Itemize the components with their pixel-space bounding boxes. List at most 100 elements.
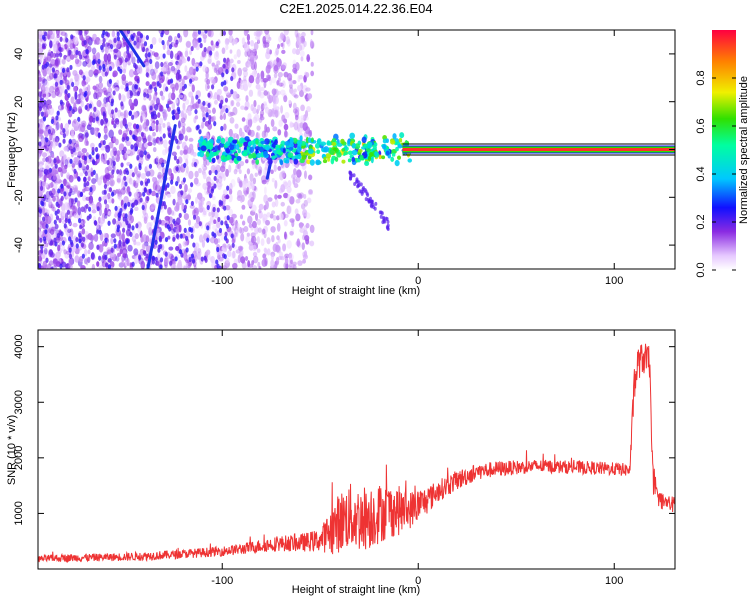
heatmap-cell <box>254 35 261 40</box>
heatmap-cell <box>167 207 172 215</box>
heatmap-cell <box>124 123 128 129</box>
heatmap-cell <box>43 194 47 200</box>
heatmap-cell <box>67 228 72 234</box>
heatmap-cell <box>143 186 147 193</box>
heatmap-cell <box>144 52 148 58</box>
heatmap-cell <box>264 30 270 35</box>
heatmap-cell <box>171 228 176 234</box>
heatmap-cell <box>98 65 102 71</box>
heatmap-cell <box>79 30 83 36</box>
heatmap-cell <box>178 133 184 141</box>
heatmap-cell <box>264 106 270 114</box>
heatmap-cell <box>73 102 77 111</box>
heatmap-cell <box>126 175 132 183</box>
heatmap-cell <box>295 106 300 114</box>
heatmap-cell <box>292 108 298 114</box>
heatmap-cell <box>235 101 241 107</box>
heatmap-cell <box>108 171 112 181</box>
heatmap-cell <box>299 44 303 51</box>
heatmap-cell <box>55 172 60 182</box>
heatmap-cell <box>263 247 267 253</box>
heatmap-cell <box>178 183 183 190</box>
heatmap-cell <box>223 86 229 92</box>
heatmap-cell <box>183 30 189 38</box>
heatmap-cell <box>146 154 151 159</box>
heatmap-cell <box>225 257 230 264</box>
heatmap-cell <box>251 265 258 269</box>
heatmap-cell <box>292 102 297 110</box>
heatmap-cell <box>209 151 214 158</box>
heatmap-cell <box>226 215 230 221</box>
heatmap-cell <box>105 262 109 268</box>
heatmap-cell <box>70 96 75 104</box>
heatmap-cell <box>44 110 48 117</box>
heatmap-cell <box>316 139 321 145</box>
heatmap-cell <box>190 45 194 52</box>
heatmap-cell <box>241 151 248 157</box>
heatmap-cell <box>188 66 194 76</box>
heatmap-cell <box>156 179 160 186</box>
heatmap-cell <box>289 218 295 223</box>
heatmap-cell <box>104 66 109 73</box>
heatmap-cell <box>76 200 81 208</box>
heatmap-cell <box>168 62 173 67</box>
heatmap-cell <box>154 104 159 111</box>
heatmap-cell <box>39 122 45 129</box>
heatmap-cell <box>59 52 63 58</box>
heatmap-cell <box>103 199 108 205</box>
heatmap-cell <box>116 227 120 233</box>
heatmap-cell <box>383 219 387 224</box>
heatmap-cell <box>182 177 186 183</box>
heatmap-cell <box>286 205 292 215</box>
heatmap-cell <box>38 141 42 147</box>
heatmap-cell <box>192 209 197 217</box>
heatmap-cell <box>81 120 87 128</box>
heatmap-cell <box>97 88 104 95</box>
spectrogram-x-ticks: -100 0 100 <box>211 30 623 287</box>
snr-x-axis-title: Height of straight line (km) <box>292 584 420 596</box>
heatmap-cell <box>190 200 194 207</box>
heatmap-cell <box>147 134 152 143</box>
heatmap-cell <box>155 97 160 106</box>
heatmap-cell <box>114 87 119 92</box>
heatmap-cell <box>109 179 115 187</box>
heatmap-cell <box>90 171 94 177</box>
heatmap-cell <box>73 36 79 45</box>
heatmap-cell <box>245 95 249 102</box>
heatmap-cell <box>198 198 203 207</box>
heatmap-cell <box>149 43 154 50</box>
heatmap-cell <box>227 61 232 69</box>
heatmap-cell <box>225 148 231 154</box>
heatmap-cell <box>264 161 268 171</box>
heatmap-cell <box>135 223 139 229</box>
heatmap-cell <box>374 201 378 206</box>
heatmap-cell <box>113 243 117 249</box>
heatmap-cell <box>229 49 233 54</box>
heatmap-cell <box>283 95 288 103</box>
heatmap-cell <box>131 235 137 243</box>
heatmap-cell <box>208 193 213 199</box>
heatmap-cell <box>166 207 172 216</box>
heatmap-cell <box>95 83 100 92</box>
spectrogram-y-ticks: -40 -20 0 20 40 <box>13 48 675 253</box>
heatmap-cell <box>130 207 134 214</box>
heatmap-cell <box>152 93 158 101</box>
heatmap-cell <box>157 164 163 171</box>
heatmap-cell <box>287 180 292 188</box>
heatmap-cell <box>150 203 156 210</box>
heatmap-cell <box>263 90 268 96</box>
heatmap-cell <box>243 43 250 52</box>
heatmap-cell <box>192 214 197 220</box>
heatmap-cell <box>98 75 103 83</box>
heatmap-cell <box>304 234 310 242</box>
heatmap-cell <box>202 65 207 73</box>
heatmap-cell <box>71 81 75 88</box>
heatmap-cell <box>297 122 301 128</box>
heatmap-cell <box>255 138 259 145</box>
heatmap-cell <box>275 47 279 56</box>
heatmap-cell <box>212 224 218 231</box>
heatmap-cell <box>54 122 59 132</box>
heatmap-cell <box>126 186 131 192</box>
heatmap-cell <box>245 124 250 133</box>
heatmap-cell <box>69 54 75 60</box>
